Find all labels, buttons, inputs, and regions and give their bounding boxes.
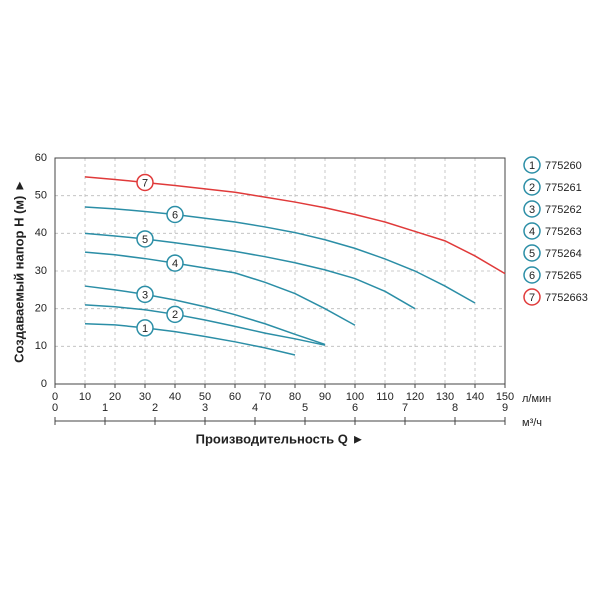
x2-tick-label: 3 [202,402,208,414]
x2-tick-label: 4 [252,402,258,414]
curve-badge-label: 2 [172,309,178,321]
y-tick-label: 20 [35,303,47,315]
y-tick-label: 60 [35,152,47,164]
curve-badge [166,305,184,324]
x-unit: л/мин [522,393,551,405]
legend-label: 7752663 [545,292,588,304]
y-axis-title: Создаваемый напор H (м) ► [11,179,26,363]
plot-frame [54,157,506,385]
curve-badge [523,244,541,262]
x2-unit: м³/ч [522,417,542,429]
pump-curve [84,304,326,346]
x-tick-label: 0 [52,391,58,403]
curve-badge-label: 5 [529,248,535,260]
x-axis-title: Производительность Q ► [196,431,365,446]
x-tick-label: 80 [289,391,301,403]
legend-label: 775260 [545,160,582,172]
x-tick-label: 100 [346,391,364,403]
curve-badge [523,200,541,218]
x-tick-label: 130 [436,391,454,403]
pump-curve [84,176,506,275]
curve-badge-label: 4 [529,226,535,238]
legend-label: 775265 [545,270,582,282]
x-tick-label: 120 [406,391,424,403]
x2-tick-label: 1 [102,402,108,414]
curve-badge [523,222,541,240]
x-tick-label: 40 [169,391,181,403]
curve-badge [136,230,154,248]
curve-badge [136,173,154,192]
x-tick-label: 60 [229,391,241,403]
x2-tick-label: 5 [302,402,308,414]
curve-badge-label: 3 [529,204,535,216]
curve-badge-label: 6 [172,209,178,221]
x-tick-label: 110 [376,391,394,403]
y-tick-label: 40 [35,227,47,239]
curve-badge-label: 7 [142,177,148,189]
y-tick-label: 30 [35,265,47,277]
curve-badge [523,178,541,196]
x2-tick-label: 0 [52,402,58,414]
curve-badge-label: 3 [142,289,148,301]
x2-tick-label: 6 [352,402,358,414]
curve-badge-label: 2 [529,182,535,194]
x-tick-label: 90 [319,391,331,403]
x2-tick-label: 8 [452,402,458,414]
x-tick-label: 150 [496,391,514,403]
legend-label: 775261 [545,182,582,194]
legend-label: 775262 [545,204,582,216]
curve-badge [136,319,154,337]
x-tick-label: 70 [259,391,271,403]
pump-curve [84,206,476,304]
curve-badge [136,285,154,304]
y-tick-label: 50 [35,190,47,202]
curve-badge-label: 7 [529,292,535,304]
curve-badge-label: 1 [142,323,148,335]
x-tick-label: 10 [79,391,91,403]
x-tick-label: 30 [139,391,151,403]
legend-label: 775263 [545,226,582,238]
curve-badge [523,266,541,284]
curve-badge [523,156,541,174]
pump-curve [84,251,356,326]
x2-tick-label: 2 [152,402,158,414]
pump-curve [84,285,326,346]
x2-tick-label: 9 [502,402,508,414]
curve-badge-label: 1 [529,160,535,172]
curve-badge-label: 4 [172,258,178,270]
curve-badge [166,254,184,272]
curve-badge [523,288,541,306]
pump-curve [84,322,296,356]
y-tick-label: 10 [35,340,47,352]
x-tick-label: 140 [466,391,484,403]
curve-badge [166,205,184,224]
curve-badge-label: 6 [529,270,535,282]
x2-tick-label: 7 [402,402,408,414]
x-tick-label: 20 [109,391,121,403]
y-tick-label: 0 [41,378,47,390]
legend-label: 775264 [545,248,582,260]
curve-badge-label: 5 [142,234,148,246]
x-tick-label: 50 [199,391,211,403]
